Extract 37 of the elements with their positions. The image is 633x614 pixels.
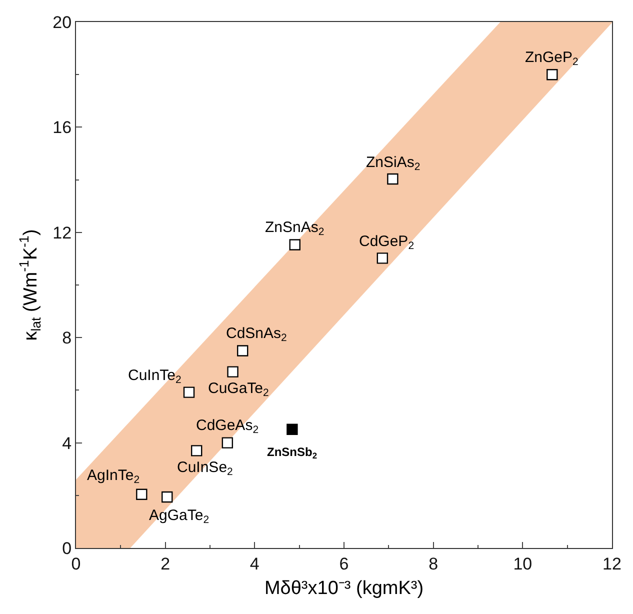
x-tick-label: 4	[250, 554, 260, 574]
annotation: ZnGeP$_{2}$	[525, 49, 579, 68]
point	[546, 69, 558, 80]
point	[387, 173, 398, 185]
point	[162, 491, 173, 503]
point	[227, 366, 238, 378]
annotation: CuGaTe$_{2}$	[208, 380, 270, 400]
annotation: CdSnAs$_{2}$	[226, 325, 288, 344]
x-tick-label: 8	[428, 554, 438, 574]
point	[222, 437, 234, 448]
annotation: CdGeAs$_{2}$	[196, 417, 259, 436]
x-axis-title: Mδθ³x10⁻³ (kgmK³)	[264, 578, 424, 600]
y-tick-label: 4	[62, 434, 72, 453]
point	[286, 424, 298, 435]
point	[289, 239, 300, 250]
y-tick-label: 20	[52, 12, 72, 32]
annotation: ZnSiAs$_{2}$	[366, 154, 420, 174]
point	[183, 386, 195, 398]
annotation: AgInTe$_{2}$	[87, 467, 140, 486]
point	[237, 345, 248, 356]
x-tick-label: 12	[602, 554, 622, 574]
point	[191, 445, 202, 456]
annotation: ZnSnSb$_{2}$	[267, 445, 318, 461]
y-tick-label: 8	[62, 328, 72, 348]
annotation: CuInSe$_{2}$	[177, 459, 234, 478]
x-tick-label: 10	[513, 554, 532, 574]
annotation: AgGaTe$_{2}$	[149, 507, 210, 526]
y-tick-label: 16	[52, 118, 72, 138]
point	[136, 488, 148, 500]
annotation: CuInTe$_{2}$	[128, 367, 182, 386]
annotation: ZnSnAs$_{2}$	[265, 219, 324, 238]
y-tick-label: 0	[62, 538, 72, 558]
annotation: CdGeP$_{2}$	[359, 233, 414, 252]
x-tick-label: 6	[339, 554, 349, 574]
point	[376, 252, 388, 264]
y-tick-label: 12	[52, 223, 72, 242]
x-tick-label: 2	[160, 554, 170, 574]
